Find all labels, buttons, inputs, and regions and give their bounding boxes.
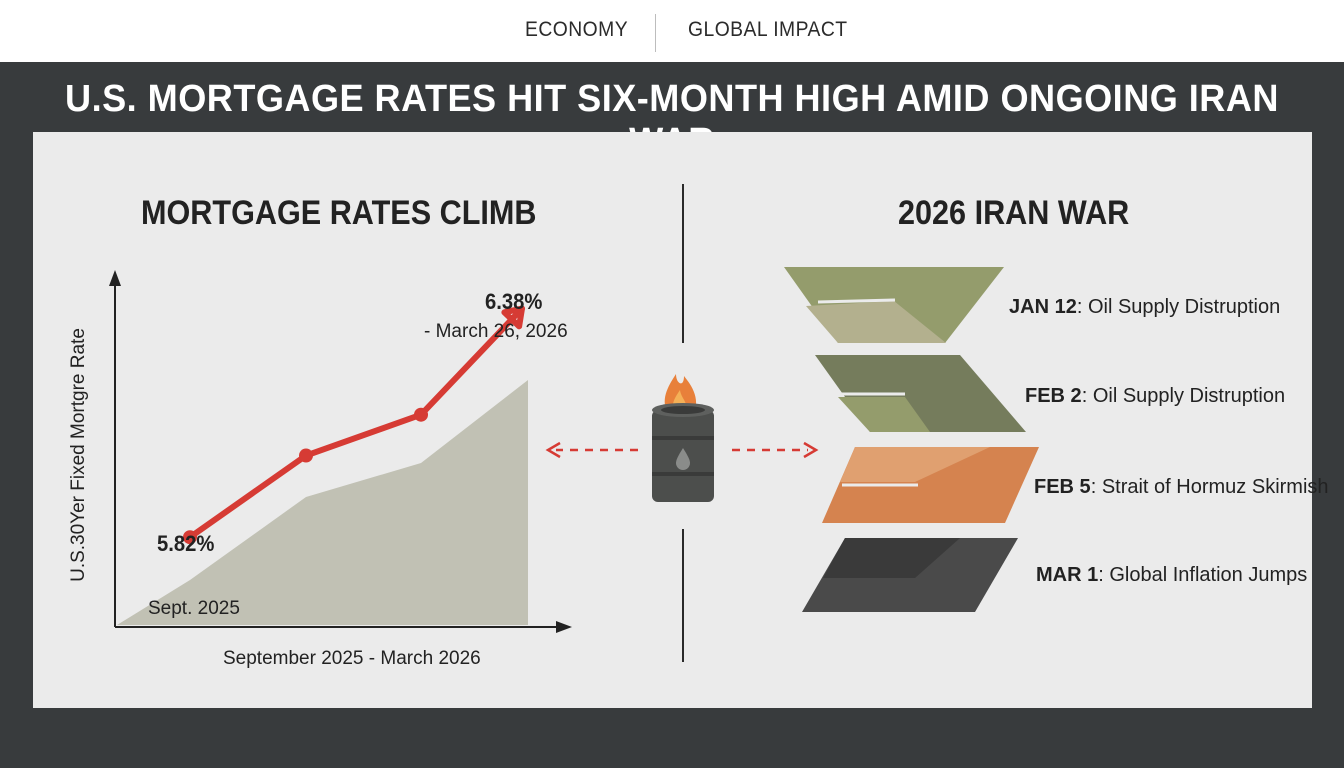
- end-value-label: 6.38%: [485, 289, 543, 314]
- timeline-layer-2: [815, 355, 1026, 432]
- burning-oil-barrel-icon: [652, 374, 714, 502]
- timeline-event-4: MAR 1: Global Inflation Jumps: [1036, 564, 1308, 586]
- timeline-event-2: FEB 2: Oil Supply Distruption: [1025, 385, 1286, 407]
- chart-y-axis-label: U.S.30Yer Fixed Mortgre Rate: [68, 328, 89, 582]
- nav-divider: [655, 14, 656, 52]
- start-date-label: Sept. 2025: [148, 598, 240, 619]
- event-text: Oil Supply Distruption: [1087, 296, 1281, 318]
- dashed-arrow-right-icon: [732, 441, 819, 459]
- series-arrowhead-icon: [501, 305, 525, 330]
- timeline-layer-1: [784, 267, 1004, 343]
- area-fill: [117, 380, 528, 625]
- event-text: Strait of Hormuz Skirmish: [1101, 476, 1329, 498]
- event-text: Oil Supply Distruption: [1092, 385, 1286, 407]
- event-date: FEB 2: [1025, 385, 1082, 407]
- left-section-title: MORTGAGE RATES CLIMB: [141, 194, 537, 232]
- chart-x-axis-label: September 2025 - March 2026: [223, 648, 481, 669]
- event-text: Global Inflation Jumps: [1109, 564, 1308, 586]
- start-value-label: 5.82%: [157, 531, 215, 556]
- nav-global-impact[interactable]: GLOBAL IMPACT: [688, 18, 848, 41]
- series-point-2: [299, 448, 313, 463]
- series-point-1: [183, 530, 197, 545]
- timeline-event-3: FEB 5: Strait of Hormuz Skirmish: [1034, 476, 1329, 498]
- dashed-arrow-left-icon: [545, 441, 638, 459]
- end-date-label: - March 26, 2026: [424, 321, 568, 342]
- timeline-layer-4: [802, 538, 1018, 612]
- timeline-layer-3: [822, 447, 1039, 523]
- x-axis-arrow-icon: [556, 621, 572, 633]
- event-date: FEB 5: [1034, 476, 1091, 498]
- y-axis-arrow-icon: [109, 270, 121, 286]
- right-section-title: 2026 IRAN WAR: [898, 194, 1130, 232]
- event-date: JAN 12: [1009, 296, 1077, 318]
- top-nav: ECONOMY GLOBAL IMPACT: [0, 0, 1344, 62]
- timeline-event-1: JAN 12: Oil Supply Distruption: [1009, 296, 1281, 318]
- event-date: MAR 1: [1036, 564, 1099, 586]
- series-line: [187, 305, 525, 541]
- nav-economy[interactable]: ECONOMY: [525, 18, 629, 41]
- series-point-3: [414, 407, 428, 422]
